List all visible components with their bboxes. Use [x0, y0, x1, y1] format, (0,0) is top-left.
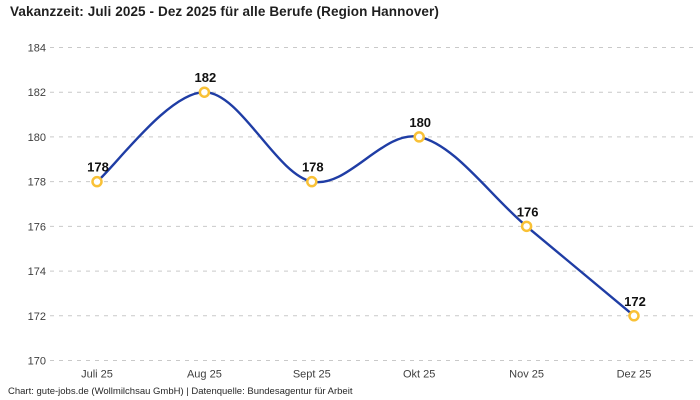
data-point-marker: [413, 131, 425, 143]
data-point-label: 180: [409, 115, 431, 130]
y-tick-label: 184: [28, 43, 46, 55]
chart-title: Vakanzzeit: Juli 2025 - Dez 2025 für all…: [10, 4, 439, 19]
data-point-marker: [91, 175, 103, 188]
y-tick-label: 170: [28, 356, 46, 368]
y-tick-label: 172: [28, 311, 46, 323]
data-point-marker: [198, 86, 211, 98]
chart-attribution: Chart: gute-jobs.de (Wollmilchsau GmbH) …: [8, 386, 353, 397]
y-tick-label: 176: [28, 221, 46, 233]
data-point-label: 176: [517, 204, 539, 219]
data-point-label: 178: [87, 160, 109, 175]
data-point-label: 178: [302, 160, 324, 175]
data-point-marker: [628, 310, 640, 322]
y-tick-label: 180: [28, 132, 46, 144]
data-point-label: 172: [624, 294, 646, 309]
x-tick-label: Okt 25: [403, 369, 435, 381]
data-point-label: 182: [195, 70, 217, 85]
x-tick-label: Dez 25: [617, 369, 652, 381]
x-tick-label: Sept 25: [293, 369, 331, 381]
series-line: [95, 90, 636, 317]
y-tick-label: 174: [28, 266, 46, 278]
x-tick-label: Nov 25: [509, 369, 544, 381]
x-tick-label: Juli 25: [81, 369, 113, 381]
y-tick-label: 182: [28, 87, 46, 99]
data-point-marker: [520, 220, 533, 233]
x-tick-label: Aug 25: [187, 369, 222, 381]
y-tick-label: 178: [28, 177, 46, 189]
data-point-marker: [306, 175, 318, 188]
